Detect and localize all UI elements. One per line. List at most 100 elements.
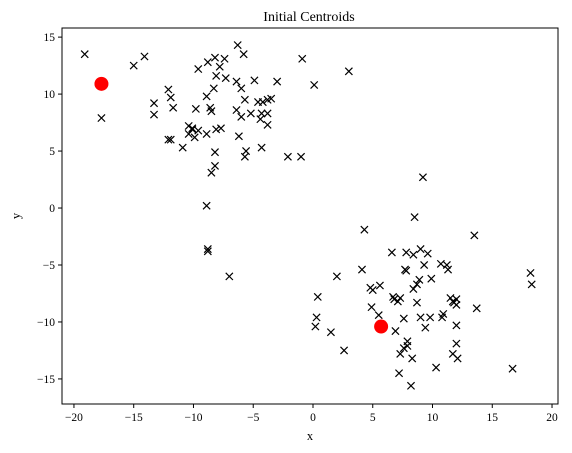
- data-point-x-marker: [418, 173, 427, 182]
- data-point-x-marker: [140, 52, 149, 61]
- x-marker-stroke: [257, 143, 266, 152]
- data-point-x-marker: [395, 369, 404, 378]
- x-marker-stroke: [310, 80, 319, 89]
- data-point-x-marker: [263, 120, 272, 129]
- x-marker-stroke: [452, 295, 461, 304]
- x-marker-stroke: [416, 313, 425, 322]
- x-marker-stroke: [237, 84, 246, 93]
- data-point-x-marker: [448, 297, 457, 306]
- x-marker-stroke: [283, 152, 292, 161]
- data-point-x-marker: [412, 280, 421, 289]
- x-marker-stroke: [202, 129, 211, 138]
- data-point-x-marker: [420, 260, 429, 270]
- x-marker-stroke: [221, 74, 230, 83]
- data-point-x-marker: [202, 92, 211, 101]
- data-point-x-marker: [203, 247, 212, 256]
- data-point-x-marker: [426, 313, 435, 322]
- x-marker-stroke: [237, 112, 246, 121]
- data-point-x-marker: [150, 110, 159, 119]
- x-marker-stroke: [190, 133, 199, 142]
- x-marker-stroke: [448, 349, 457, 358]
- data-point-x-marker: [202, 129, 211, 138]
- x-marker-stroke: [250, 76, 259, 85]
- data-point-x-marker: [212, 71, 221, 80]
- data-point-x-marker: [203, 58, 212, 67]
- data-point-x-marker: [408, 354, 417, 363]
- data-point-x-marker: [367, 303, 376, 312]
- x-marker-stroke: [188, 124, 197, 133]
- plot-points: [80, 41, 536, 390]
- data-point-x-marker: [396, 349, 405, 358]
- x-tick-label: 10: [427, 412, 439, 424]
- data-point-x-marker: [432, 363, 441, 372]
- x-marker-stroke: [257, 109, 266, 118]
- data-point-x-marker: [368, 286, 377, 295]
- x-marker-stroke: [508, 364, 517, 373]
- data-point-x-marker: [340, 346, 349, 355]
- data-point-x-marker: [387, 248, 396, 257]
- x-marker-stroke: [444, 265, 453, 274]
- data-point-x-marker: [207, 168, 216, 177]
- data-point-x-marker: [184, 129, 193, 138]
- x-marker-stroke: [215, 62, 224, 71]
- data-point-x-marker: [273, 77, 282, 86]
- y-tick-label: 5: [49, 146, 55, 158]
- x-marker-stroke: [80, 50, 89, 59]
- x-marker-stroke: [472, 304, 481, 313]
- data-point-x-marker: [240, 152, 249, 161]
- data-point-x-marker: [344, 67, 353, 76]
- data-point-x-marker: [452, 295, 461, 304]
- x-marker-stroke: [412, 298, 421, 307]
- x-marker-stroke: [239, 50, 248, 59]
- data-point-x-marker: [403, 341, 412, 350]
- x-marker-stroke: [438, 313, 447, 322]
- x-marker-stroke: [367, 303, 376, 312]
- data-point-x-marker: [526, 268, 535, 277]
- x-marker-stroke: [403, 341, 412, 350]
- x-marker-stroke: [210, 161, 220, 170]
- x-marker-stroke: [406, 381, 416, 390]
- data-point-x-marker: [357, 265, 367, 274]
- x-tick-label: 0: [310, 412, 316, 424]
- x-marker-stroke: [203, 58, 212, 67]
- x-tick-label: −15: [125, 412, 143, 424]
- x-marker-stroke: [423, 249, 432, 258]
- data-point-x-marker: [313, 292, 322, 301]
- y-tick-label: −5: [43, 260, 55, 272]
- x-marker-stroke: [150, 110, 159, 119]
- x-marker-stroke: [375, 281, 384, 290]
- data-point-x-marker: [221, 74, 230, 83]
- x-marker-stroke: [232, 106, 241, 115]
- y-tick-label: 10: [44, 89, 56, 101]
- y-tick-label: 15: [44, 32, 56, 44]
- data-point-x-marker: [191, 104, 200, 113]
- x-marker-stroke: [415, 275, 424, 284]
- data-point-x-marker: [416, 245, 425, 254]
- x-marker-stroke: [452, 339, 461, 348]
- x-tick-label: 5: [370, 412, 376, 424]
- data-point-x-marker: [188, 124, 197, 133]
- x-marker-stroke: [374, 311, 383, 320]
- x-marker-stroke: [332, 272, 341, 281]
- x-axis: −20 −15 −10 −5 0 5 10 15 20: [65, 404, 558, 424]
- x-marker-stroke: [426, 313, 435, 322]
- plot-frame: [61, 27, 559, 405]
- x-marker-stroke: [452, 321, 461, 330]
- x-marker-stroke: [387, 248, 396, 257]
- y-tick-label: 0: [49, 203, 55, 215]
- data-point-x-marker: [452, 339, 461, 348]
- x-marker-stroke: [427, 274, 436, 283]
- data-point-x-marker: [232, 106, 241, 115]
- x-marker-stroke: [311, 322, 320, 331]
- x-marker-stroke: [360, 225, 369, 234]
- x-marker-stroke: [164, 85, 173, 94]
- data-point-x-marker: [442, 260, 451, 270]
- data-point-x-marker: [210, 148, 220, 157]
- x-marker-stroke: [184, 129, 193, 138]
- data-point-x-marker: [452, 321, 461, 330]
- data-point-x-marker: [409, 250, 418, 259]
- x-marker-stroke: [298, 54, 307, 63]
- x-marker-stroke: [390, 295, 399, 304]
- x-marker-stroke: [396, 294, 405, 303]
